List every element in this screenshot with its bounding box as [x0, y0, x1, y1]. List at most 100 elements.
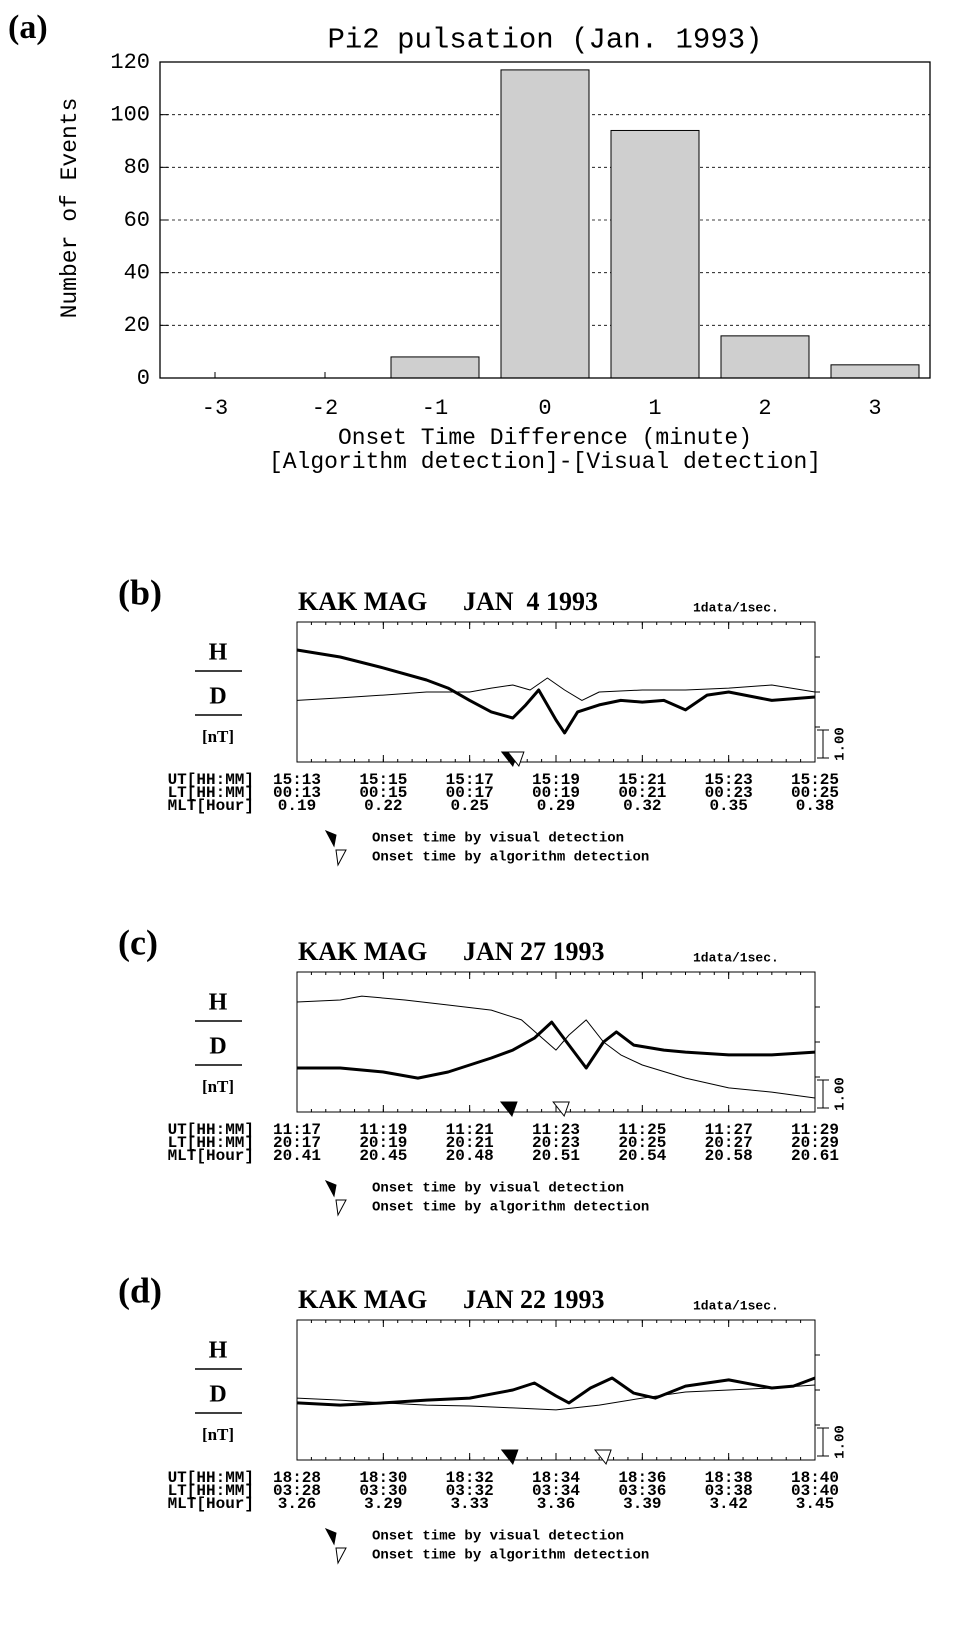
time-label: 0.25: [450, 797, 488, 815]
time-label: 20:27: [705, 1134, 753, 1152]
legend-label: H: [209, 990, 228, 1016]
time-label: 11:25: [618, 1121, 666, 1139]
y-tick-label: 40: [124, 260, 150, 285]
time-label: 03:30: [359, 1482, 407, 1500]
onset-marker: [500, 1449, 519, 1466]
y-tick-label: 0: [137, 366, 150, 391]
scale-label: 1.00: [833, 727, 849, 761]
panel-label: (c): [118, 922, 158, 962]
x-tick-label: -2: [312, 396, 338, 421]
time-label: 00:25: [791, 784, 839, 802]
rate: 1data/1sec.: [693, 950, 779, 965]
time-label: 0.19: [278, 797, 316, 815]
time-row-name: UT[HH:MM]: [168, 771, 254, 789]
y-tick-label: 20: [124, 313, 150, 338]
time-label: 00:15: [359, 784, 407, 802]
time-label: 11:19: [359, 1121, 407, 1139]
time-label: 20:25: [618, 1134, 666, 1152]
legend-label: D: [209, 684, 226, 710]
time-label: 11:21: [446, 1121, 494, 1139]
time-label: 18:34: [532, 1469, 580, 1487]
time-label: 3.39: [623, 1495, 661, 1513]
trace: [296, 1384, 816, 1411]
x-tick-label: 1: [648, 396, 661, 421]
y-axis-label: Number of Events: [57, 98, 83, 319]
time-label: 15:19: [532, 771, 580, 789]
y-tick-label: 80: [124, 155, 150, 180]
bar: [720, 335, 810, 379]
trace: [297, 1020, 816, 1080]
time-label: 11:23: [532, 1121, 580, 1139]
legend-icon: [324, 1180, 337, 1198]
time-label: 03:40: [791, 1482, 839, 1500]
scale-label: 1.00: [833, 1077, 849, 1111]
unit: [nT]: [202, 1425, 234, 1444]
legend-text: Onset time by algorithm detection: [372, 850, 649, 866]
time-row-name: LT[HH:MM]: [168, 1134, 254, 1152]
onset-marker: [594, 1449, 612, 1466]
legend-icon: [324, 1528, 337, 1546]
plot-frame: [296, 971, 816, 1113]
plot-frame: [296, 621, 816, 763]
time-label: 3.42: [709, 1495, 747, 1513]
bar: [500, 69, 590, 379]
legend-icon: [335, 1199, 347, 1217]
onset-marker: [552, 1101, 570, 1118]
unit: [nT]: [202, 1077, 234, 1096]
onset-marker: [499, 1101, 518, 1118]
legend-text: Onset time by algorithm detection: [372, 1200, 649, 1216]
legend-label: H: [209, 640, 228, 666]
legend-label: H: [209, 1338, 228, 1364]
time-label: 20:23: [532, 1134, 580, 1152]
station: KAK MAG: [298, 1285, 427, 1314]
time-label: 3.45: [796, 1495, 834, 1513]
time-label: 03:34: [532, 1482, 580, 1500]
panel-label: (a): [8, 9, 48, 46]
time-label: 00:17: [446, 784, 494, 802]
time-label: 18:30: [359, 1469, 407, 1487]
bar: [390, 356, 480, 379]
time-label: 20:21: [446, 1134, 494, 1152]
time-label: 0.38: [796, 797, 834, 815]
y-tick-label: 120: [110, 50, 150, 75]
time-label: 15:13: [273, 771, 321, 789]
x-axis-label: Onset Time Difference (minute): [338, 425, 752, 451]
legend-icon: [335, 1547, 347, 1565]
bar: [610, 129, 700, 379]
time-label: 00:13: [273, 784, 321, 802]
time-label: 00:23: [705, 784, 753, 802]
time-label: 18:36: [618, 1469, 666, 1487]
station: KAK MAG: [298, 937, 427, 966]
time-label: 20.51: [532, 1147, 580, 1165]
time-label: 20:19: [359, 1134, 407, 1152]
time-label: 03:32: [446, 1482, 494, 1500]
time-label: 18:38: [705, 1469, 753, 1487]
legend-icon: [324, 830, 337, 848]
time-label: 20.48: [446, 1147, 494, 1165]
time-label: 15:21: [618, 771, 666, 789]
legend-text: Onset time by visual detection: [372, 831, 624, 847]
time-label: 20.54: [618, 1147, 666, 1165]
time-label: 11:17: [273, 1121, 321, 1139]
x-tick-label: -1: [422, 396, 448, 421]
time-label: 0.35: [709, 797, 747, 815]
time-label: 15:17: [446, 771, 494, 789]
time-label: 18:40: [791, 1469, 839, 1487]
plot-frame: [159, 61, 931, 379]
time-label: 15:15: [359, 771, 407, 789]
time-label: 20.61: [791, 1147, 839, 1165]
chart-title: Pi2 pulsation (Jan. 1993): [327, 24, 762, 57]
time-row-name: LT[HH:MM]: [168, 1482, 254, 1500]
legend-label: D: [209, 1034, 226, 1060]
time-label: 0.29: [537, 797, 575, 815]
time-label: 15:25: [791, 771, 839, 789]
time-label: 20:17: [273, 1134, 321, 1152]
time-label: 15:23: [705, 771, 753, 789]
y-tick-label: 100: [110, 102, 150, 127]
bar: [830, 364, 920, 379]
time-label: 03:36: [618, 1482, 666, 1500]
trace: [296, 677, 816, 701]
time-label: 03:28: [273, 1482, 321, 1500]
time-label: 0.32: [623, 797, 661, 815]
